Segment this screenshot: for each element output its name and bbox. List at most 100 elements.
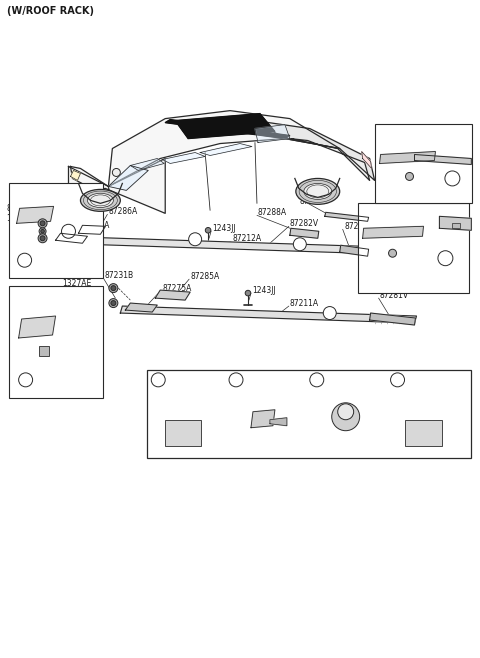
Text: 87276A: 87276A (81, 221, 110, 230)
Circle shape (61, 224, 75, 238)
Polygon shape (251, 410, 275, 428)
Text: 87243B: 87243B (382, 171, 411, 180)
Text: 87288A: 87288A (258, 208, 287, 217)
Polygon shape (78, 225, 106, 234)
Bar (9, 184, 103, 278)
Polygon shape (108, 111, 340, 186)
Text: c: c (298, 240, 302, 249)
Circle shape (445, 171, 460, 186)
Text: 87211A: 87211A (290, 299, 319, 307)
Polygon shape (439, 216, 471, 230)
Circle shape (109, 299, 118, 307)
Text: 87281V: 87281V (380, 291, 408, 299)
Polygon shape (363, 226, 423, 238)
Text: d: d (443, 254, 448, 263)
Polygon shape (125, 303, 157, 312)
Text: b: b (234, 375, 239, 384)
Text: 87287A: 87287A (345, 222, 374, 231)
Bar (165, 420, 201, 445)
Circle shape (111, 286, 116, 291)
Polygon shape (56, 236, 361, 253)
Circle shape (189, 233, 202, 245)
Polygon shape (325, 213, 369, 221)
Text: 1243JJ: 1243JJ (252, 286, 276, 295)
Polygon shape (290, 139, 370, 180)
Text: 87255A: 87255A (150, 393, 180, 402)
Ellipse shape (81, 190, 120, 211)
Circle shape (151, 373, 165, 387)
Text: a: a (156, 375, 161, 384)
Text: d: d (395, 375, 400, 384)
Text: 87231B: 87231B (104, 270, 133, 280)
Text: 87233A: 87233A (434, 211, 464, 220)
Polygon shape (19, 316, 56, 338)
Bar (452, 223, 460, 228)
Circle shape (109, 284, 118, 293)
Circle shape (112, 168, 120, 176)
Polygon shape (108, 165, 148, 190)
Polygon shape (361, 151, 372, 168)
Circle shape (18, 253, 32, 267)
Circle shape (229, 373, 243, 387)
Ellipse shape (87, 193, 113, 207)
Circle shape (38, 234, 47, 243)
Polygon shape (270, 418, 287, 426)
Text: 1327AE: 1327AE (7, 214, 36, 223)
Text: 87258: 87258 (391, 403, 415, 413)
Circle shape (39, 228, 46, 235)
Circle shape (406, 172, 413, 180)
Bar (358, 203, 469, 293)
Polygon shape (130, 159, 164, 170)
Text: 87275A: 87275A (162, 284, 192, 293)
Text: 1243JJ: 1243JJ (212, 224, 236, 233)
Circle shape (338, 404, 354, 420)
Polygon shape (71, 166, 110, 198)
Polygon shape (370, 313, 416, 325)
Polygon shape (380, 151, 435, 163)
Polygon shape (255, 124, 290, 143)
Text: 87285A: 87285A (190, 272, 219, 281)
Circle shape (391, 373, 405, 387)
Circle shape (19, 373, 33, 387)
Text: 87241C: 87241C (7, 204, 36, 213)
Text: c: c (328, 309, 332, 318)
Text: 87233A: 87233A (360, 209, 389, 217)
Polygon shape (56, 234, 87, 243)
Text: 87233A: 87233A (382, 214, 411, 223)
Bar (147, 370, 471, 457)
Text: 87231B: 87231B (11, 291, 40, 300)
Polygon shape (69, 159, 165, 213)
Polygon shape (17, 207, 54, 223)
Circle shape (323, 307, 336, 320)
Polygon shape (165, 120, 290, 139)
Circle shape (111, 301, 116, 305)
Text: 87257: 87257 (391, 393, 415, 402)
Bar (9, 286, 103, 398)
Polygon shape (290, 228, 319, 238)
Text: c: c (315, 375, 319, 384)
Polygon shape (340, 245, 369, 256)
Circle shape (310, 373, 324, 387)
Ellipse shape (296, 178, 340, 205)
Polygon shape (162, 153, 205, 163)
Text: 87282V: 87282V (290, 219, 319, 228)
Circle shape (245, 290, 251, 296)
Text: a: a (22, 256, 27, 265)
Ellipse shape (304, 184, 332, 199)
Polygon shape (71, 170, 81, 180)
Text: d: d (450, 174, 455, 183)
Text: 87286A: 87286A (108, 207, 138, 216)
Text: 87243B: 87243B (300, 197, 329, 206)
Circle shape (438, 251, 453, 266)
Text: a: a (23, 375, 28, 384)
Text: 87256A: 87256A (150, 403, 180, 413)
Text: (W/ROOF RACK): (W/ROOF RACK) (7, 6, 94, 16)
Text: 87256D: 87256D (245, 375, 275, 384)
Circle shape (40, 236, 45, 241)
Text: 87293B: 87293B (326, 375, 355, 384)
Polygon shape (200, 143, 252, 155)
Text: c: c (193, 235, 197, 243)
Circle shape (40, 221, 45, 226)
Circle shape (389, 249, 396, 257)
Text: 1327AE: 1327AE (62, 278, 92, 288)
